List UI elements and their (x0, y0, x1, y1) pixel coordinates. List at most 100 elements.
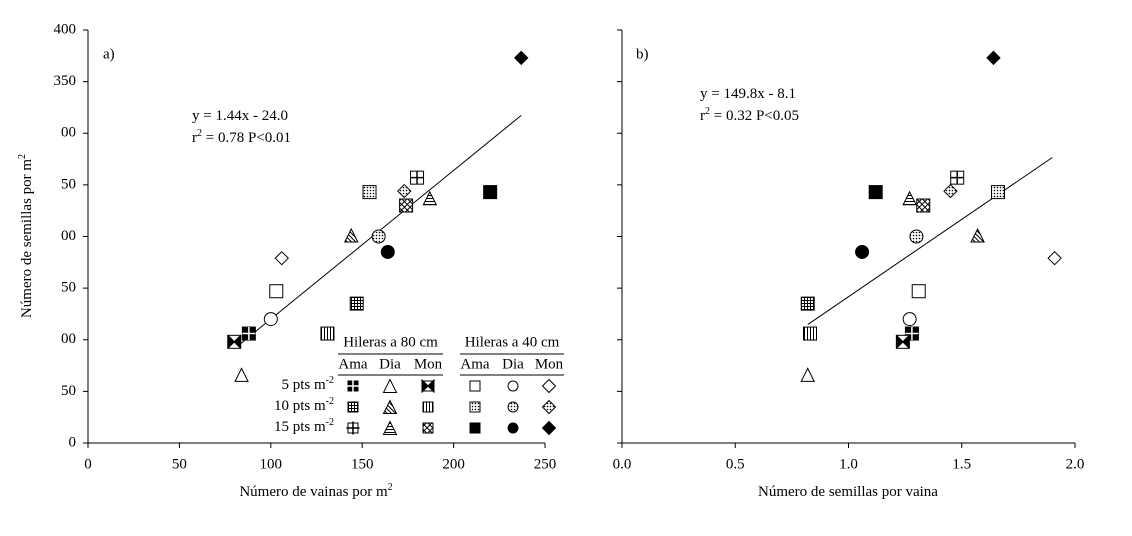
legend-symbol (382, 399, 398, 414)
marker-shape (371, 229, 386, 244)
marker-shape (469, 422, 481, 434)
marker-shape (855, 244, 870, 259)
marker-shape (507, 401, 519, 413)
text-part: y = 149.8x - 8.1 (700, 86, 796, 102)
marker-detail (242, 327, 256, 341)
marker-shape (541, 399, 557, 415)
point (902, 190, 917, 206)
y-tick-label: 0 (69, 434, 77, 450)
point (269, 284, 284, 299)
point (895, 334, 910, 349)
marker-shape (800, 296, 815, 311)
legend-column: Mon (414, 356, 443, 372)
point (234, 367, 249, 382)
marker-shape (909, 229, 924, 244)
legend-column: Ama (338, 356, 368, 372)
point (943, 183, 958, 199)
marker-shape (320, 326, 335, 341)
point (916, 198, 931, 213)
marker-detail (227, 335, 241, 349)
marker-shape (986, 50, 1001, 66)
marker-shape (507, 422, 519, 434)
marker-detail (346, 421, 360, 435)
legend-symbol (469, 380, 481, 392)
marker-shape (362, 185, 377, 200)
y-tick-label: 00 (61, 125, 76, 141)
legend-symbol (507, 401, 519, 413)
text-part: = 0.78 P<0.01 (202, 130, 291, 146)
marker-shape (990, 185, 1005, 200)
superscript: -2 (326, 417, 334, 428)
point (902, 312, 917, 327)
label: 15 pts m-2 (274, 417, 334, 436)
text-part: 15 pts m (274, 419, 326, 435)
point (904, 326, 919, 341)
superscript: 2 (17, 154, 28, 159)
panel-label: b) (636, 46, 649, 62)
marker-shape (397, 183, 412, 199)
marker-shape (902, 190, 917, 206)
superscript: -2 (326, 396, 334, 407)
marker-shape (382, 399, 398, 414)
text-part: y = 1.44x - 24.0 (192, 108, 288, 124)
text-part: Número de vainas por m (239, 484, 388, 500)
legend-symbol (469, 401, 481, 413)
y-tick-label: 350 (54, 73, 77, 89)
marker-shape (514, 50, 529, 66)
legend-symbol (422, 422, 434, 434)
text-part: r (700, 108, 705, 124)
marker-detail (410, 171, 424, 185)
point (227, 334, 242, 349)
marker-detail (896, 335, 910, 349)
point (263, 312, 278, 327)
y-tick-label: 00 (61, 331, 76, 347)
superscript: 2 (705, 106, 710, 117)
legend-symbol (507, 380, 519, 392)
marker-shape (902, 312, 917, 327)
legend-symbol (541, 420, 557, 436)
point (422, 190, 438, 206)
marker-shape (274, 250, 289, 266)
x-tick-label: 50 (172, 456, 187, 472)
legend-symbol (346, 421, 360, 435)
legend-symbol (541, 399, 557, 415)
marker-shape (422, 401, 434, 413)
marker-shape (911, 284, 926, 299)
y-tick-label: 50 (61, 383, 76, 399)
legend-symbol (382, 420, 398, 435)
text-part: r (192, 130, 197, 146)
label: y = 149.8x - 8.1 (700, 86, 796, 102)
marker-shape (868, 185, 883, 200)
marker-shape (802, 326, 817, 341)
marker-shape (422, 422, 434, 434)
point (483, 185, 498, 200)
y-tick-label: 50 (61, 176, 76, 192)
marker-shape (970, 227, 985, 243)
y-tick-label: 400 (54, 21, 77, 37)
marker-detail (346, 379, 360, 393)
legend-symbol (346, 379, 360, 393)
point (380, 244, 395, 259)
superscript: 2 (388, 482, 393, 493)
point (343, 227, 359, 243)
marker-detail (421, 379, 435, 393)
x-tick-label: 0 (84, 456, 92, 472)
point (800, 296, 815, 311)
marker-shape (800, 367, 816, 382)
text-part: Número de semillas por vaina (758, 484, 938, 500)
point (397, 183, 412, 199)
x-tick-label: 200 (442, 456, 465, 472)
legend-symbol (422, 401, 434, 413)
label: Número de semillas por vaina (758, 484, 938, 500)
marker-detail (950, 171, 964, 185)
marker-shape (469, 401, 481, 413)
marker-shape (269, 284, 284, 299)
point (399, 198, 414, 213)
regression-line (807, 157, 1053, 325)
label: 5 pts m-2 (281, 375, 334, 394)
legend-symbol (507, 422, 519, 434)
text-part: 5 pts m (281, 377, 326, 393)
label: y = 1.44x - 24.0 (192, 108, 288, 124)
point (514, 50, 529, 66)
